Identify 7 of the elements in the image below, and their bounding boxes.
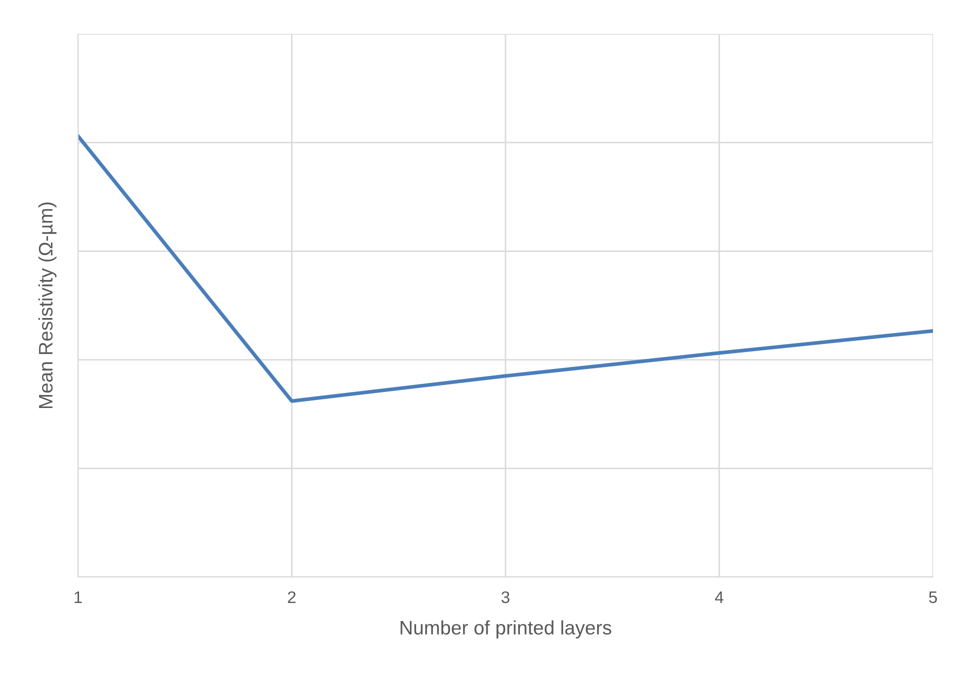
x-tick-label: 5	[929, 592, 937, 604]
y-axis-title: Mean Resistivity (Ω-µm)	[38, 202, 56, 408]
x-tick-label: 2	[288, 591, 296, 603]
x-tick-label: 4	[715, 592, 724, 603]
x-tick-label: 3	[502, 591, 510, 604]
x-tick-label: 1	[74, 592, 82, 603]
x-axis-title: Number of printed layers	[400, 620, 612, 638]
